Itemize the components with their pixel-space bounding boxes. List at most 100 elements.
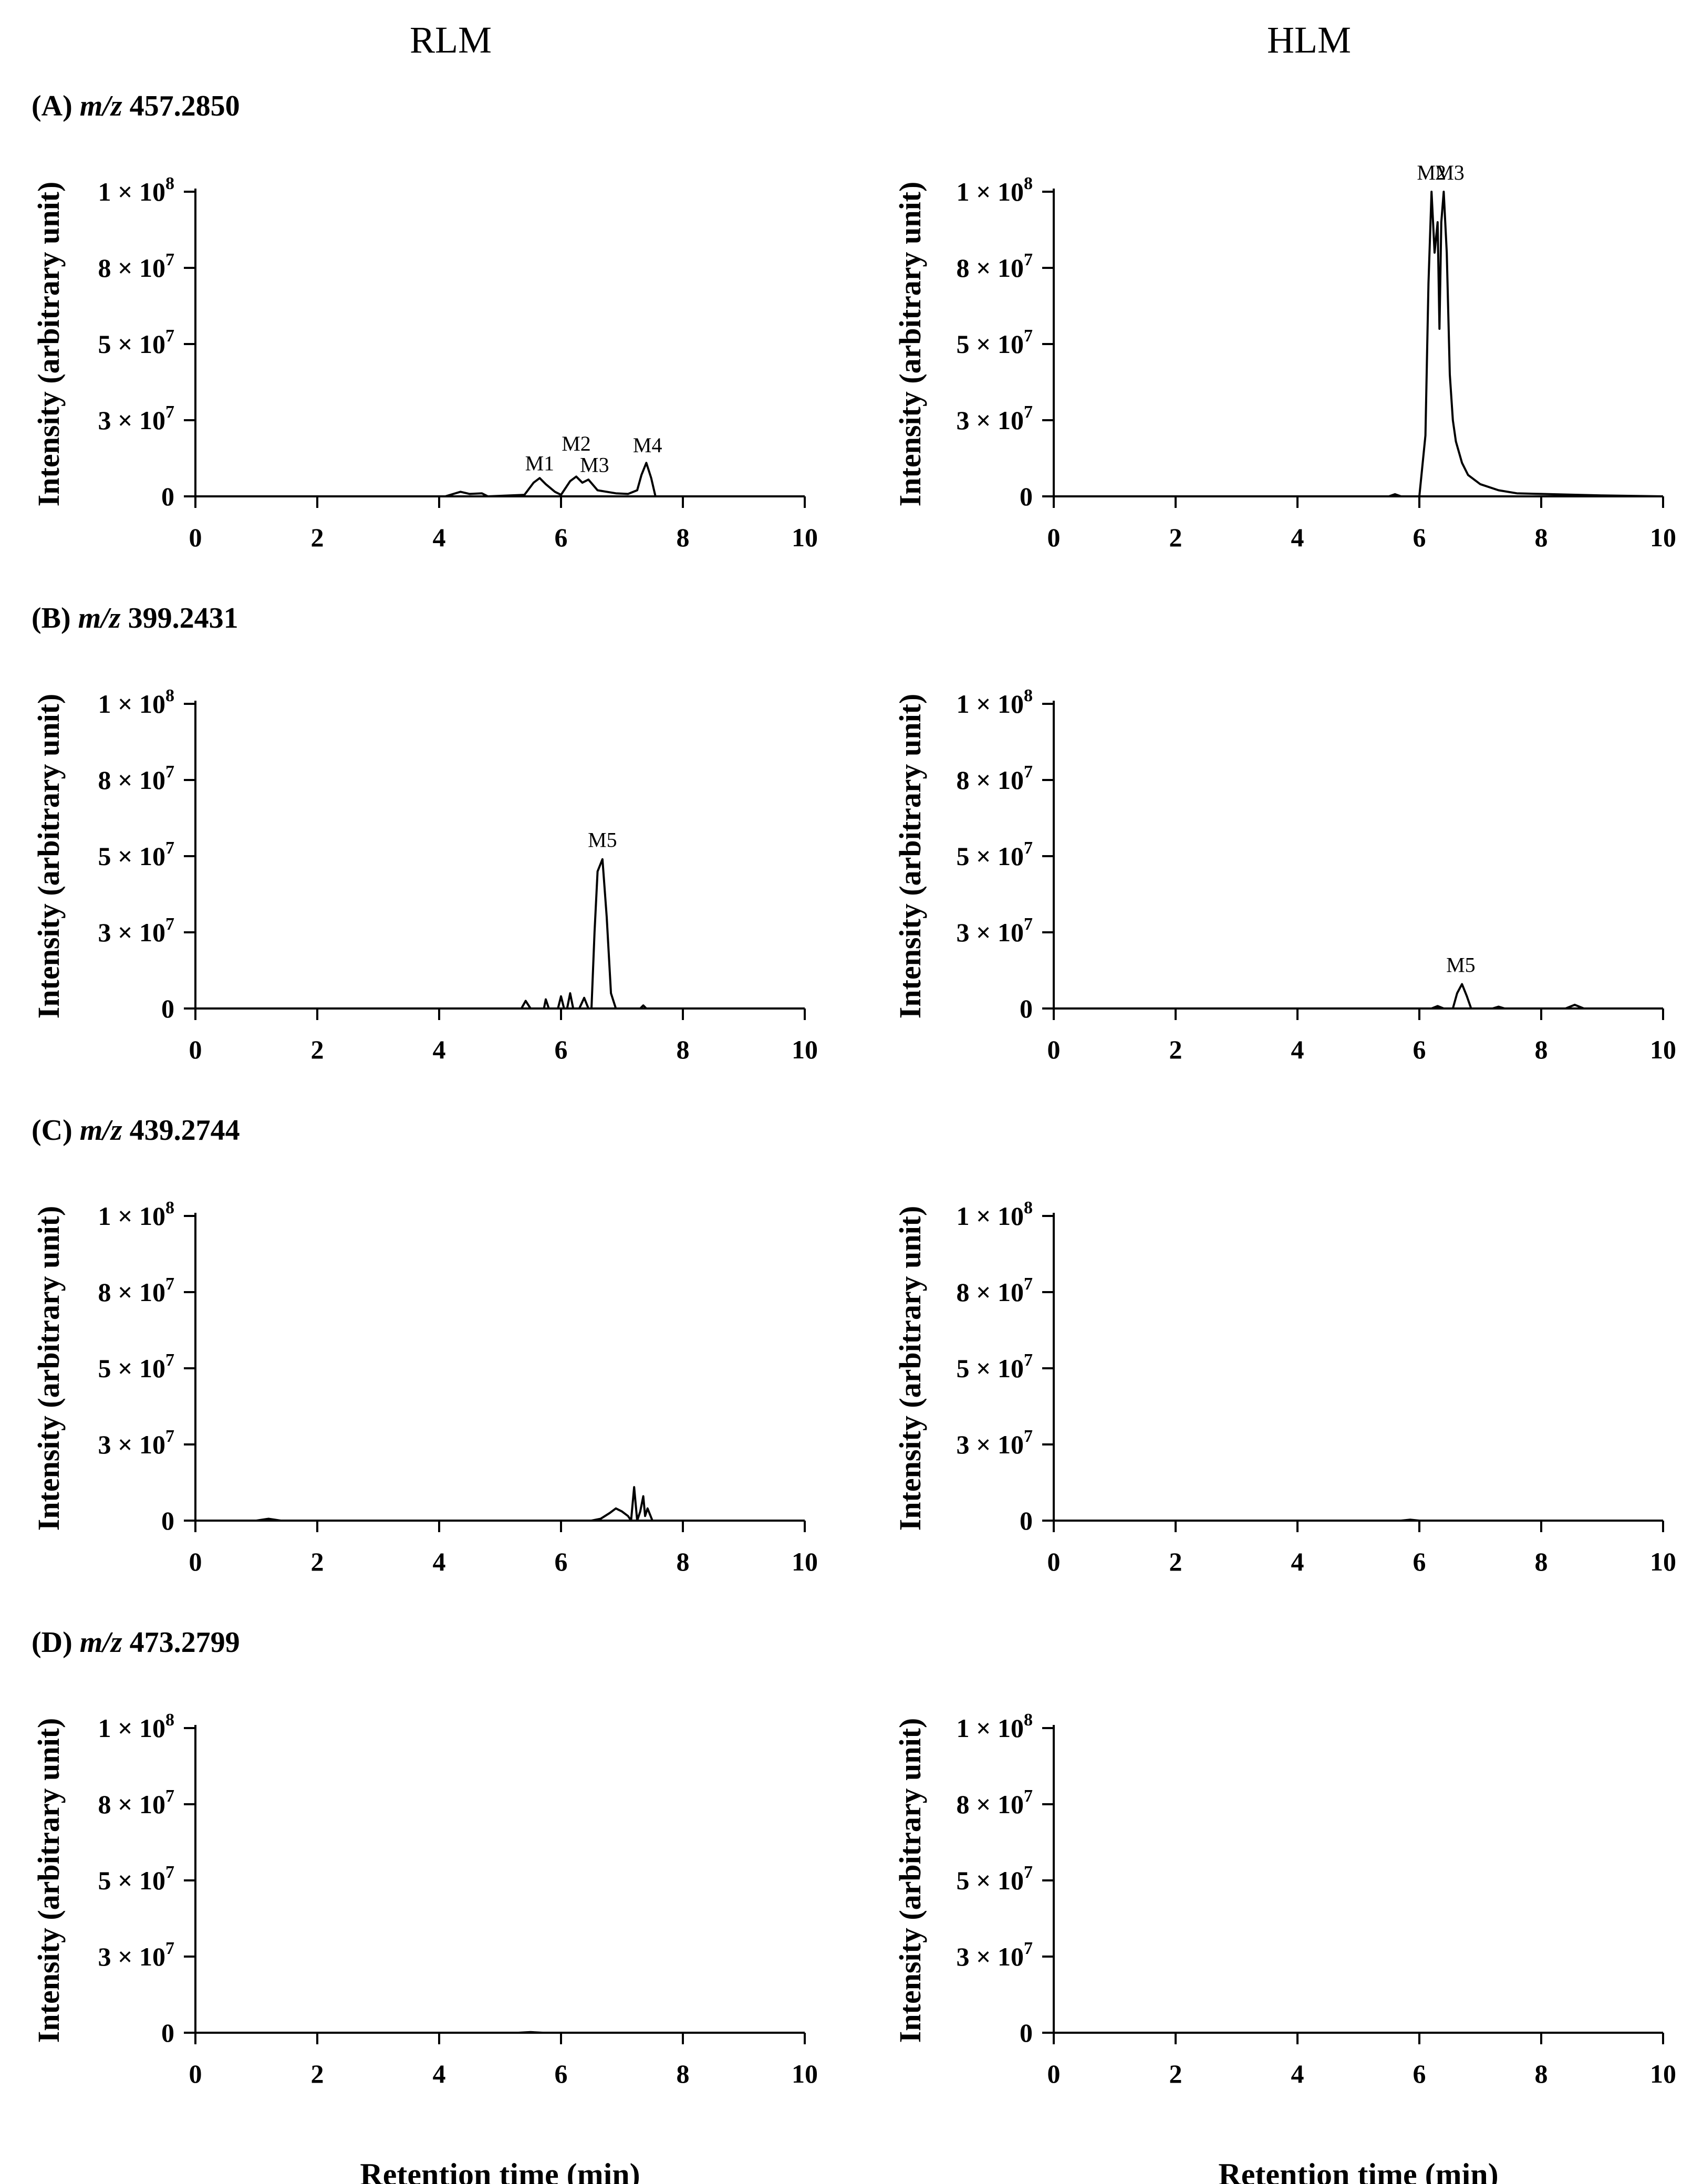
y-tick-exponent: 7 — [165, 1350, 174, 1370]
x-tick-label: 2 — [311, 2059, 324, 2088]
y-axis-label: Intensity (arbitrary unit) — [893, 1206, 927, 1531]
y-tick-mantissa: 5 × 10 — [957, 1866, 1024, 1895]
y-tick-mantissa: 1 × 10 — [98, 689, 166, 719]
y-tick-label: 5 × 107 — [957, 1350, 1033, 1383]
y-tick-exponent: 7 — [1024, 914, 1033, 934]
y-tick-label: 1 × 108 — [98, 1198, 175, 1231]
y-tick-label: 1 × 108 — [957, 1198, 1033, 1231]
y-tick-label: 5 × 107 — [98, 838, 175, 871]
y-tick-exponent: 7 — [1024, 250, 1033, 269]
x-tick-label: 4 — [1291, 523, 1304, 552]
y-tick-exponent: 8 — [1024, 686, 1033, 705]
y-tick-mantissa: 0 — [161, 994, 174, 1023]
y-tick-label: 3 × 107 — [957, 1427, 1033, 1459]
y-tick-label: 1 × 108 — [957, 686, 1033, 719]
y-tick-label: 5 × 107 — [98, 1350, 175, 1383]
x-tick-label: 6 — [1413, 2059, 1426, 2088]
y-tick-exponent: 7 — [165, 250, 174, 269]
y-tick-mantissa: 8 × 10 — [957, 1277, 1024, 1307]
y-tick-exponent: 7 — [165, 838, 174, 858]
y-tick-label: 8 × 107 — [957, 250, 1033, 283]
x-tick-label: 2 — [311, 523, 324, 552]
y-tick-mantissa: 0 — [161, 2018, 174, 2047]
x-tick-label: 4 — [433, 2059, 446, 2088]
panel-letter: (A) — [32, 90, 80, 122]
y-tick-label: 5 × 107 — [98, 326, 175, 359]
y-tick-label: 0 — [1020, 1506, 1033, 1535]
y-axis-label: Intensity (arbitrary unit) — [893, 694, 927, 1019]
y-tick-mantissa: 8 × 10 — [98, 253, 166, 283]
y-tick-exponent: 7 — [1024, 1274, 1033, 1294]
x-tick-label: 8 — [1535, 523, 1548, 552]
x-tick-label: 4 — [433, 1547, 446, 1576]
panel-letter: (C) — [32, 1114, 80, 1147]
x-tick-label: 10 — [792, 2059, 818, 2088]
y-axis-label: Intensity (arbitrary unit) — [32, 694, 66, 1019]
y-tick-exponent: 7 — [1024, 1863, 1033, 1882]
y-axis-label: Intensity (arbitrary unit) — [32, 182, 66, 507]
y-tick-mantissa: 3 × 10 — [98, 918, 166, 947]
y-tick-mantissa: 3 × 10 — [98, 1942, 166, 1971]
y-tick-label: 3 × 107 — [98, 1939, 175, 1971]
peak-label: M5 — [1446, 953, 1476, 976]
y-tick-label: 1 × 108 — [98, 686, 175, 719]
y-tick-mantissa: 8 × 10 — [957, 765, 1024, 795]
y-tick-label: 3 × 107 — [957, 914, 1033, 947]
chromatogram-trace — [1054, 983, 1663, 1010]
y-tick-exponent: 8 — [1024, 174, 1033, 193]
y-tick-exponent: 7 — [165, 402, 174, 422]
x-tick-label: 8 — [1535, 2059, 1548, 2088]
y-tick-mantissa: 5 × 10 — [957, 841, 1024, 871]
y-tick-label: 1 × 108 — [98, 174, 175, 206]
y-tick-mantissa: 5 × 10 — [98, 841, 166, 871]
y-tick-exponent: 8 — [165, 1710, 174, 1730]
x-tick-label: 10 — [1650, 1547, 1676, 1576]
x-tick-label: 8 — [677, 523, 690, 552]
x-tick-label: 6 — [555, 523, 568, 552]
y-tick-mantissa: 8 × 10 — [98, 1277, 166, 1307]
mz-prefix: m/z — [78, 602, 121, 635]
y-tick-label: 0 — [161, 994, 174, 1023]
x-axis-label: Retention time (min) — [360, 2157, 640, 2184]
y-tick-exponent: 7 — [165, 1939, 174, 1958]
chromatogram-trace — [1054, 191, 1664, 497]
y-tick-mantissa: 0 — [1020, 482, 1033, 511]
y-tick-exponent: 7 — [1024, 326, 1033, 346]
y-tick-label: 1 × 108 — [957, 1710, 1033, 1743]
x-tick-label: 4 — [1291, 1547, 1304, 1576]
y-tick-mantissa: 8 × 10 — [957, 253, 1024, 283]
panel-title: (C) m/z 439.2744 — [32, 1114, 240, 1147]
y-tick-exponent: 8 — [165, 1198, 174, 1218]
x-tick-label: 2 — [1169, 523, 1182, 552]
y-tick-label: 8 × 107 — [957, 1786, 1033, 1819]
y-tick-exponent: 7 — [165, 1274, 174, 1294]
y-tick-exponent: 7 — [1024, 1786, 1033, 1806]
y-tick-label: 8 × 107 — [98, 250, 175, 283]
y-tick-label: 5 × 107 — [98, 1863, 175, 1895]
panel-title: (B) m/z 399.2431 — [32, 602, 238, 635]
x-tick-label: 10 — [792, 1035, 818, 1064]
y-tick-label: 0 — [1020, 482, 1033, 511]
x-tick-label: 4 — [433, 523, 446, 552]
mz-value: 457.2850 — [130, 90, 240, 122]
y-tick-label: 0 — [1020, 994, 1033, 1023]
y-tick-mantissa: 8 × 10 — [957, 1790, 1024, 1819]
peak-label: M1 — [525, 452, 555, 475]
mz-value: 399.2431 — [128, 602, 238, 635]
y-tick-mantissa: 3 × 10 — [957, 1942, 1024, 1971]
y-tick-mantissa: 1 × 10 — [98, 1201, 166, 1231]
x-tick-label: 2 — [1169, 2059, 1182, 2088]
y-tick-exponent: 7 — [165, 1863, 174, 1882]
x-tick-label: 8 — [677, 1547, 690, 1576]
y-tick-mantissa: 0 — [1020, 2018, 1033, 2047]
x-tick-label: 10 — [792, 1547, 818, 1576]
y-tick-exponent: 7 — [165, 914, 174, 934]
y-tick-mantissa: 0 — [161, 1506, 174, 1535]
column-heading-rlm: RLM — [410, 19, 492, 61]
x-tick-label: 8 — [1535, 1547, 1548, 1576]
y-tick-label: 5 × 107 — [957, 326, 1033, 359]
